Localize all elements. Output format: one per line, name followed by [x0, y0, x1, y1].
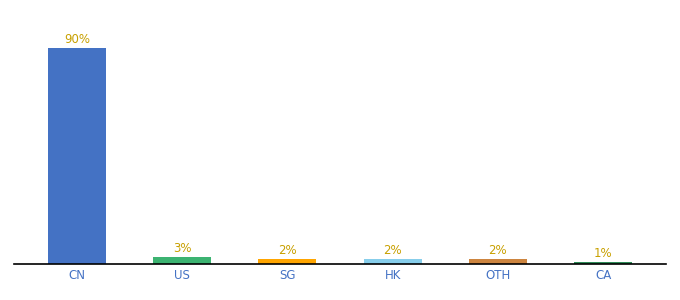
Text: 2%: 2% — [489, 244, 507, 257]
Text: 3%: 3% — [173, 242, 191, 255]
Bar — [575, 262, 632, 264]
Text: 1%: 1% — [594, 247, 613, 260]
Bar — [258, 259, 316, 264]
Text: 2%: 2% — [384, 244, 402, 257]
Text: 90%: 90% — [64, 33, 90, 46]
Text: 2%: 2% — [278, 244, 296, 257]
Bar — [153, 257, 211, 264]
Bar — [469, 259, 527, 264]
Bar — [364, 259, 422, 264]
Bar — [48, 48, 105, 264]
